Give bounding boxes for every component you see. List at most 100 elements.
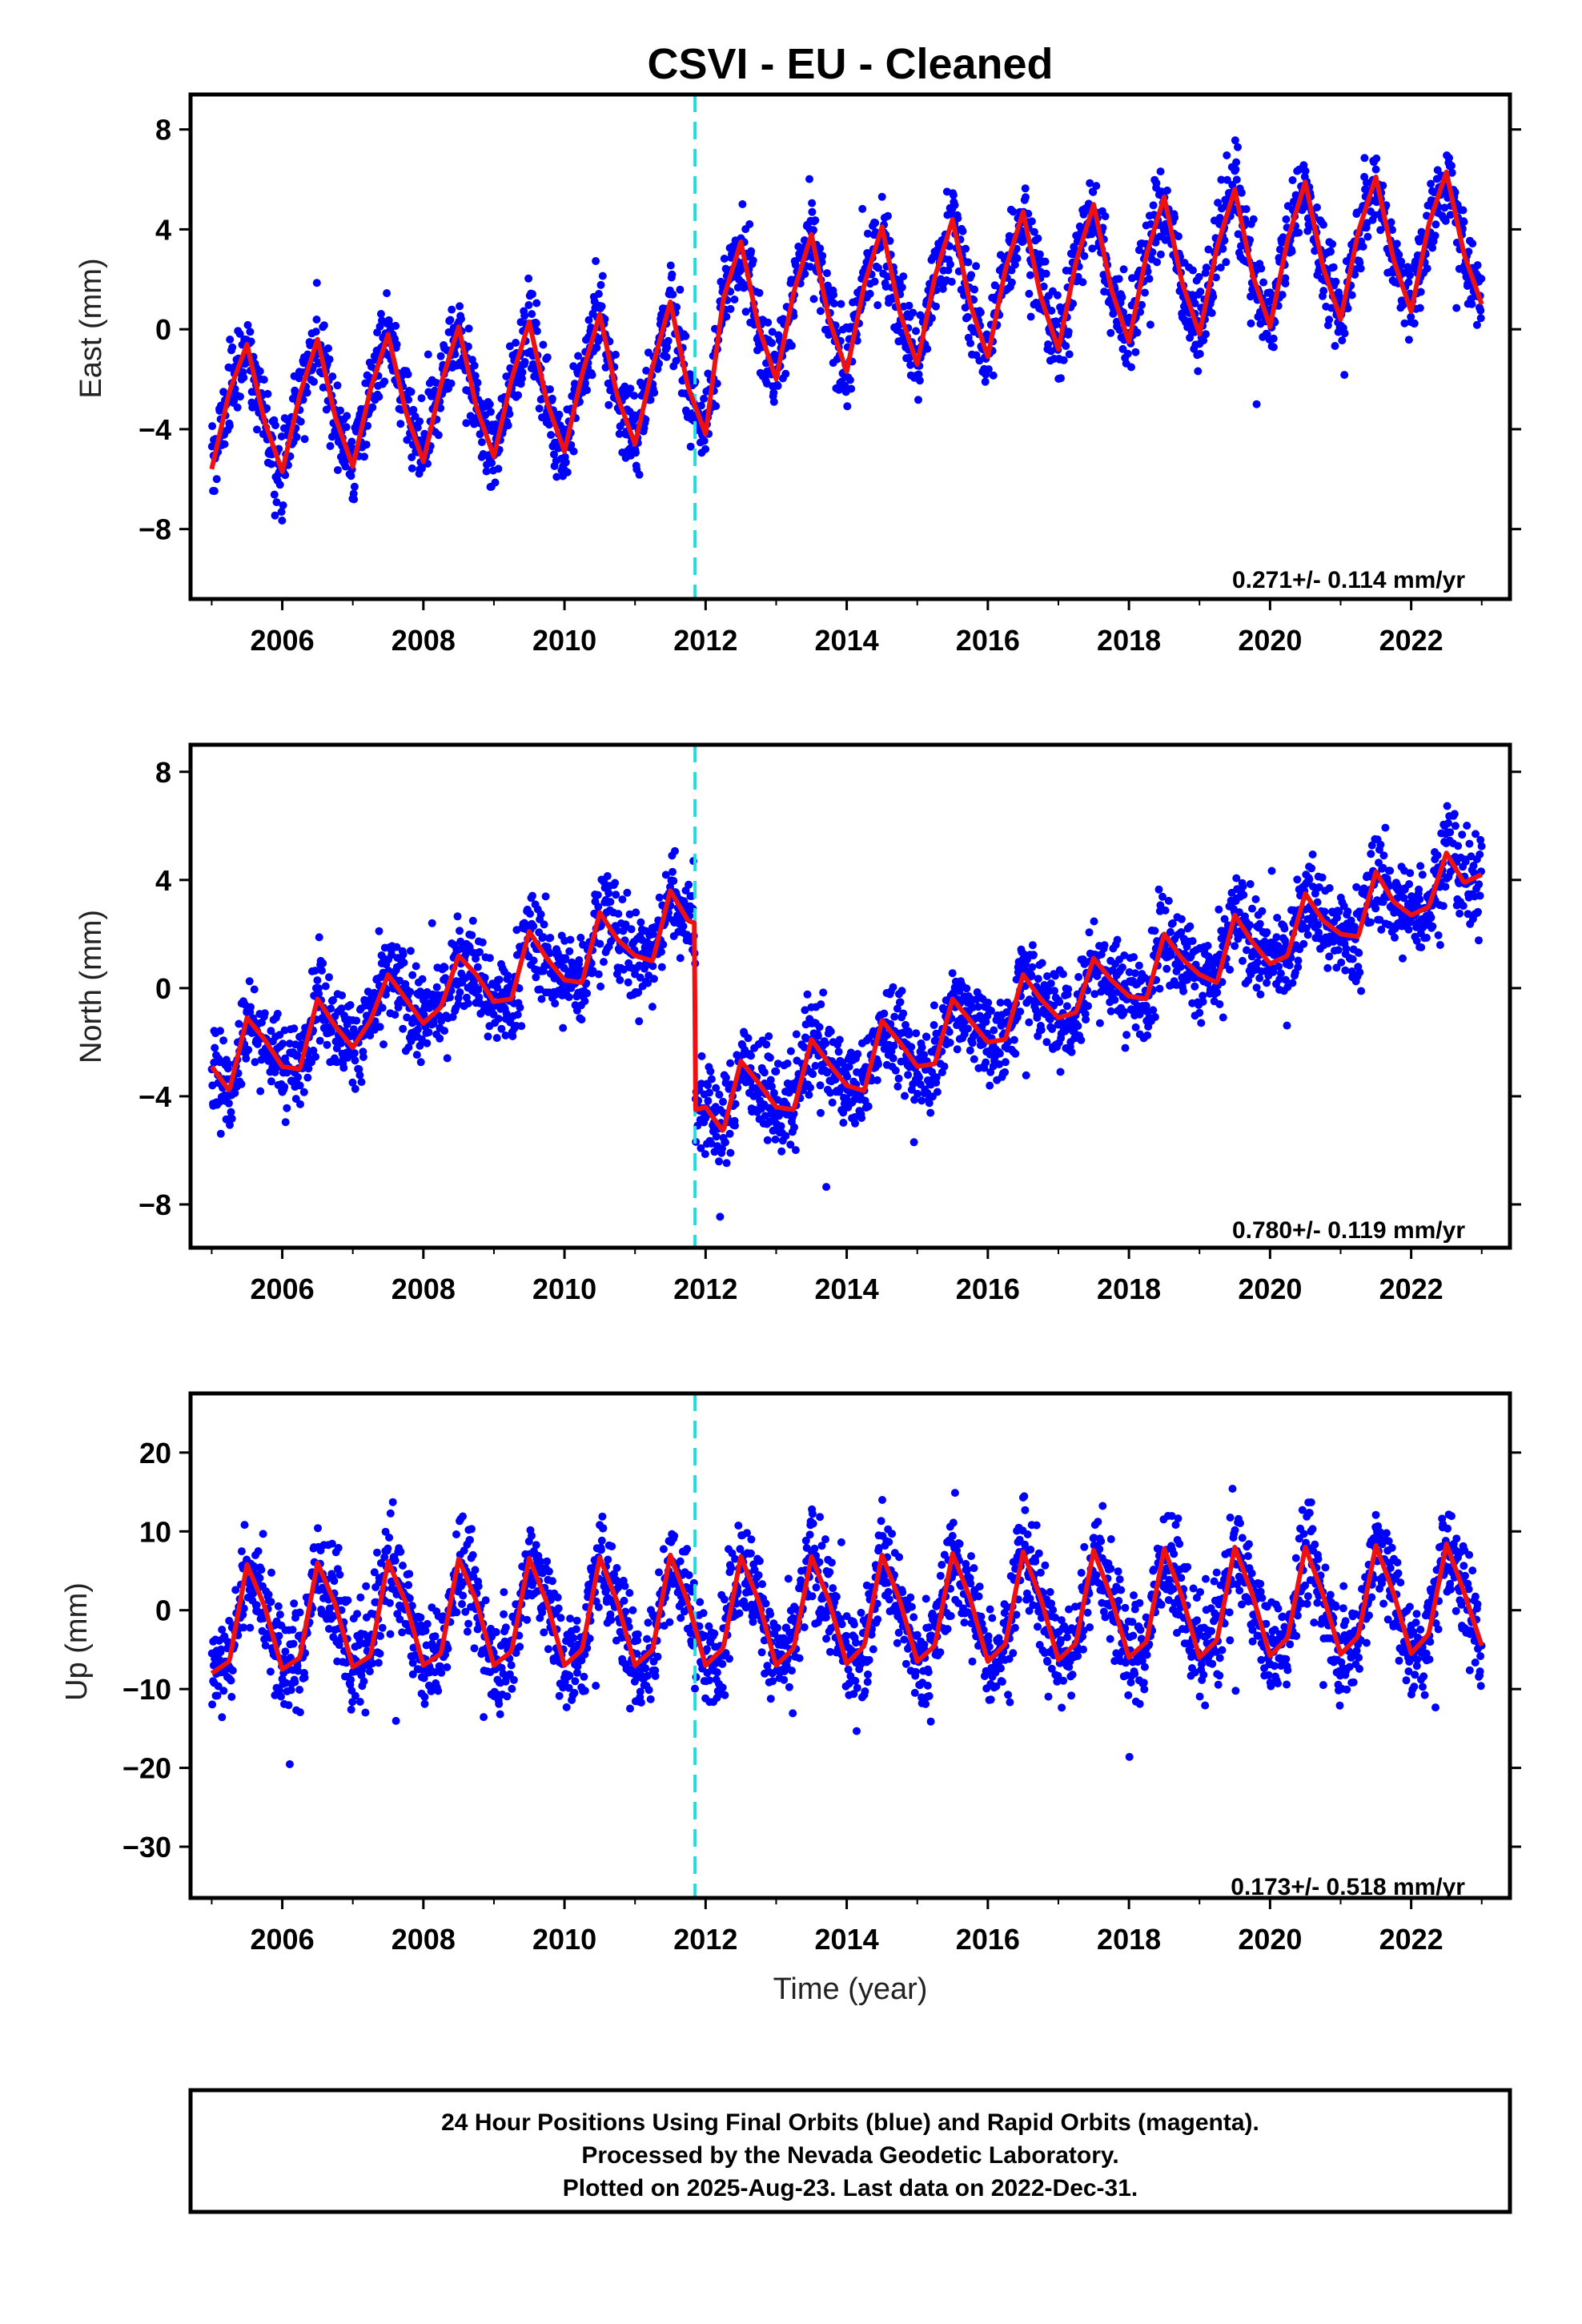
east-data-point <box>906 360 915 369</box>
east-data-point <box>403 436 412 444</box>
north-data-point <box>476 947 484 956</box>
north-data-point <box>406 947 415 955</box>
north-data-point <box>889 1054 897 1063</box>
north-data-point <box>291 1095 300 1104</box>
east-data-point <box>292 432 301 441</box>
east-data-point <box>1319 287 1328 296</box>
east-data-point <box>809 295 818 304</box>
east-data-point <box>1477 275 1486 283</box>
east-data-point <box>769 397 778 406</box>
north-data-point <box>1307 864 1316 873</box>
north-data-point <box>1143 1031 1152 1039</box>
north-data-point <box>612 970 621 979</box>
north-data-point <box>1251 895 1260 903</box>
north-data-point <box>769 1088 778 1097</box>
north-data-point <box>704 1096 713 1105</box>
north-data-point <box>1186 922 1195 931</box>
east-data-point <box>300 435 309 444</box>
east-data-point <box>448 305 456 314</box>
north-data-point <box>843 1072 852 1081</box>
north-data-point <box>987 1007 995 1015</box>
north-data-point <box>853 1050 862 1059</box>
east-data-point <box>738 200 747 208</box>
east-data-point <box>574 352 583 360</box>
north-data-point <box>267 1027 275 1035</box>
east-plot-frame <box>188 92 1512 601</box>
north-data-point <box>495 975 504 984</box>
east-data-point <box>1215 214 1224 222</box>
north-data-point <box>623 888 632 897</box>
north-data-point <box>391 1011 400 1019</box>
east-data-point <box>311 328 320 336</box>
north-data-point <box>893 1082 902 1091</box>
east-data-point <box>333 466 342 474</box>
north-data-point <box>930 1001 938 1010</box>
east-data-point <box>342 423 351 432</box>
north-data-point <box>492 1034 501 1043</box>
east-data-point <box>801 270 809 278</box>
east-data-point <box>954 214 962 223</box>
east-data-point <box>530 372 539 381</box>
north-data-point <box>279 1039 287 1048</box>
east-x-tick-label: 2006 <box>251 624 315 657</box>
north-data-point <box>984 999 993 1007</box>
north-data-point <box>669 877 678 885</box>
east-data-point <box>829 291 838 299</box>
east-data-point <box>1303 227 1312 235</box>
north-data-point <box>1293 875 1302 884</box>
north-data-point <box>715 1157 723 1166</box>
north-data-point <box>1191 982 1199 991</box>
north-data-point <box>1067 1047 1076 1056</box>
north-data-point <box>982 1058 990 1067</box>
east-data-point <box>326 442 335 450</box>
north-data-point <box>968 1039 977 1047</box>
north-data-point <box>325 973 333 982</box>
east-data-point <box>963 312 972 321</box>
east-data-point <box>646 396 655 404</box>
east-data-point <box>958 227 967 235</box>
north-data-point <box>1062 1002 1071 1011</box>
east-data-point <box>788 341 796 350</box>
north-data-point <box>315 989 323 998</box>
north-data-point <box>304 1064 313 1073</box>
east-data-point <box>768 328 777 336</box>
north-data-point <box>821 1039 830 1047</box>
north-data-point <box>456 988 464 997</box>
north-data-point <box>224 1059 233 1068</box>
north-data-point <box>666 883 674 891</box>
north-data-point <box>267 1077 275 1086</box>
north-data-point <box>440 1027 449 1035</box>
north-data-point <box>685 880 693 889</box>
east-data-point <box>1146 320 1154 329</box>
east-x-tick-label: 2022 <box>1379 624 1443 657</box>
east-data-point <box>681 332 690 340</box>
east-data-point <box>1423 264 1431 273</box>
north-data-point <box>216 1027 224 1035</box>
north-data-point <box>901 1092 909 1100</box>
north-data-point <box>445 993 454 1002</box>
north-data-point <box>1276 969 1285 978</box>
east-data-point <box>1406 271 1414 279</box>
north-data-point <box>1050 987 1058 995</box>
east-data-point <box>462 419 471 428</box>
north-data-point <box>697 1144 705 1152</box>
north-data-point <box>480 973 489 982</box>
east-data-point <box>1196 287 1205 296</box>
north-data-point <box>1318 873 1327 882</box>
east-data-point <box>512 339 520 347</box>
north-data-point <box>1288 979 1297 987</box>
east-data-point <box>1115 325 1124 334</box>
east-data-point <box>1252 400 1261 408</box>
north-data-point <box>580 997 589 1006</box>
north-data-point <box>817 1108 825 1117</box>
north-data-point <box>281 1118 290 1127</box>
north-data-point <box>705 1088 713 1097</box>
north-data-point <box>618 895 627 904</box>
east-data-point <box>1282 215 1291 223</box>
north-data-point <box>420 1011 428 1019</box>
east-data-point <box>375 392 383 401</box>
east-data-point <box>897 283 906 292</box>
north-data-point <box>299 1088 308 1096</box>
east-data-point <box>409 405 418 414</box>
